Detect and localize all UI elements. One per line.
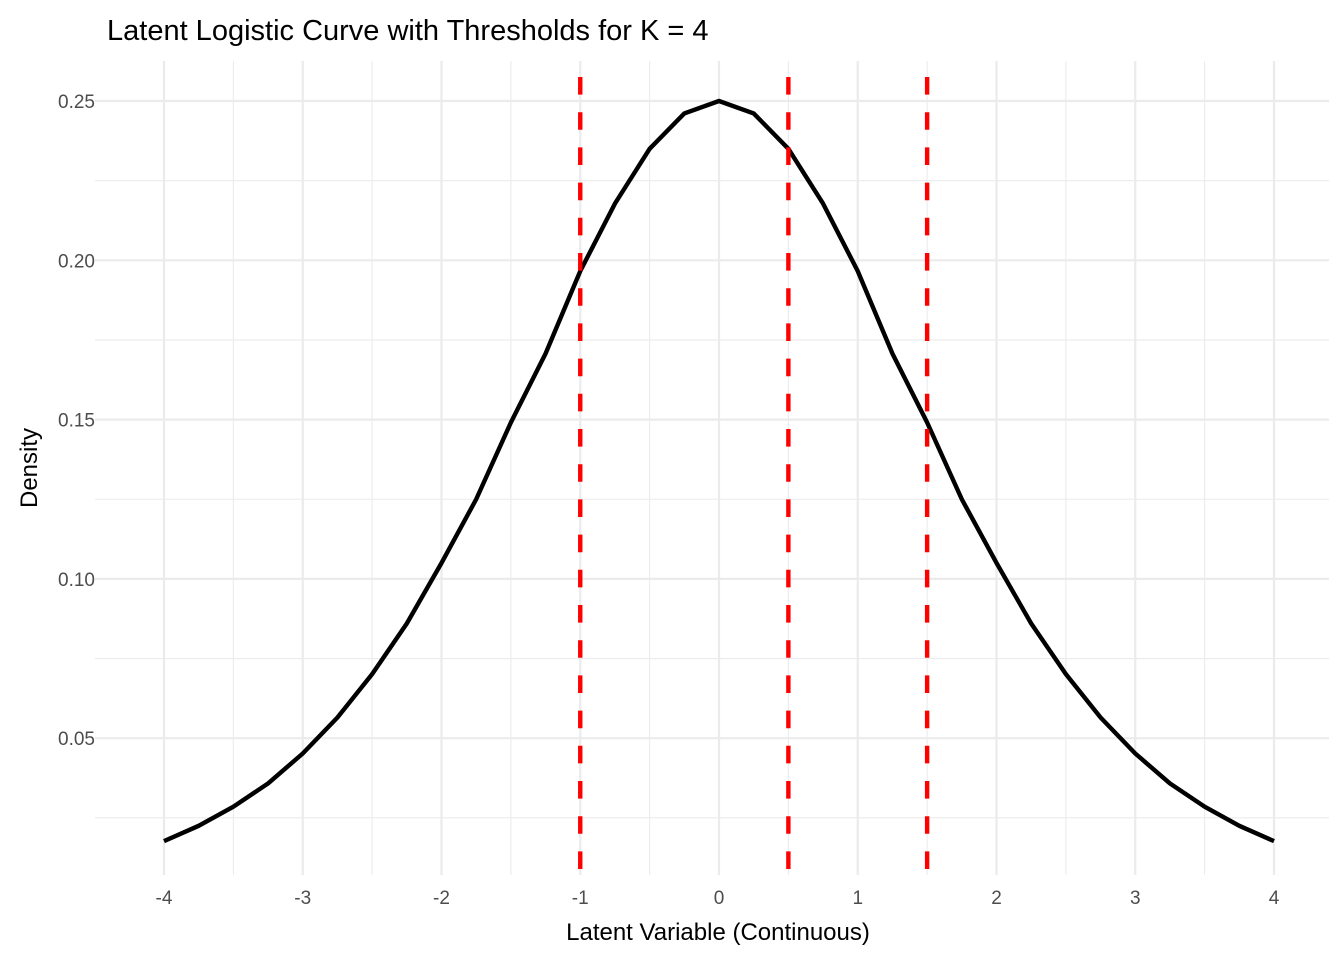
minor-gridlines [95, 61, 1329, 875]
y-axis-tick-labels: 0.05 0.10 0.15 0.20 0.25 [58, 92, 95, 750]
x-tick-label: -1 [572, 888, 589, 909]
x-axis-title: Latent Variable (Continuous) [566, 919, 870, 946]
x-tick-label: 1 [852, 888, 863, 909]
x-tick-label: 3 [1130, 888, 1141, 909]
x-axis-tick-labels: -4 -3 -2 -1 0 1 2 3 4 [156, 888, 1280, 909]
x-tick-label: -4 [156, 888, 173, 909]
y-tick-label: 0.25 [58, 92, 95, 113]
x-tick-label: 4 [1269, 888, 1280, 909]
y-tick-label: 0.05 [58, 729, 95, 750]
density-curve-layer [163, 98, 1275, 844]
x-tick-label: -2 [433, 888, 450, 909]
y-tick-label: 0.10 [58, 570, 95, 591]
x-tick-label: -3 [294, 888, 311, 909]
x-tick-label: 2 [991, 888, 1002, 909]
threshold-lines-layer [578, 77, 930, 875]
density-curve-line [163, 98, 1275, 844]
x-tick-label: 0 [714, 888, 725, 909]
y-tick-label: 0.15 [58, 411, 95, 432]
major-gridlines [95, 61, 1329, 875]
chart-title: Latent Logistic Curve with Thresholds fo… [107, 15, 709, 47]
y-tick-label: 0.20 [58, 251, 95, 272]
y-axis-title: Density [16, 428, 43, 508]
